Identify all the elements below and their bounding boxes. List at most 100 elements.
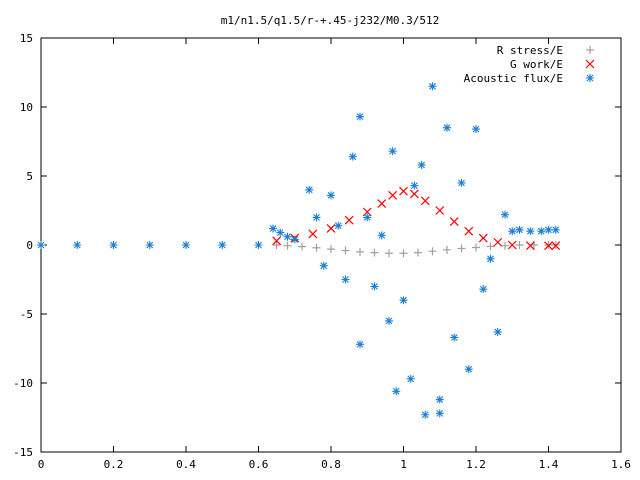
- data-point: [508, 227, 517, 236]
- data-point: [472, 243, 480, 252]
- data-point: [586, 46, 594, 54]
- data-point: [428, 82, 437, 91]
- data-point: [319, 261, 328, 270]
- data-point: [399, 296, 408, 305]
- data-point: [525, 241, 535, 251]
- y-tick-label: -15: [13, 446, 33, 459]
- data-point: [420, 196, 430, 206]
- data-point: [356, 247, 364, 256]
- data-point: [392, 387, 401, 396]
- data-point: [443, 245, 451, 254]
- data-point: [526, 227, 535, 236]
- data-point: [327, 191, 335, 200]
- data-point: [145, 241, 154, 249]
- data-point: [406, 374, 415, 383]
- x-tick-label: 0.4: [176, 458, 196, 471]
- data-point: [544, 241, 553, 251]
- data-point: [479, 285, 488, 294]
- x-tick-label: 0: [38, 458, 45, 471]
- data-point: [544, 225, 553, 234]
- data-point: [515, 225, 524, 234]
- data-point: [457, 178, 466, 187]
- data-point: [421, 410, 430, 419]
- axes: 0 0.2 0.4 0.6 0.8 1 1.2 1.4 1.6 -15 -10 -5 0 5 10 15: [13, 32, 631, 471]
- data-point: [334, 221, 343, 230]
- data-point: [501, 210, 509, 219]
- legend-marker: [586, 74, 594, 82]
- data-point: [414, 248, 422, 257]
- data-point: [254, 241, 263, 249]
- data-point: [312, 243, 321, 252]
- series-layer: [37, 82, 561, 419]
- data-point: [272, 241, 281, 249]
- data-point: [478, 233, 488, 243]
- x-tick-label: 1: [400, 458, 407, 471]
- data-point: [409, 189, 419, 199]
- data-point: [551, 225, 560, 234]
- data-point: [450, 333, 459, 342]
- data-point: [515, 241, 524, 249]
- data-point: [370, 282, 379, 291]
- x-tick-label: 0.6: [249, 458, 269, 471]
- x-tick-label: 0.8: [321, 458, 341, 471]
- data-point: [464, 226, 474, 236]
- data-point: [399, 186, 408, 196]
- y-tick-label: 5: [26, 170, 33, 183]
- data-point: [312, 213, 321, 222]
- y-tick-label: -10: [13, 377, 33, 390]
- data-point: [308, 229, 318, 239]
- y-tick-label: 0: [26, 239, 33, 252]
- data-point: [551, 241, 561, 251]
- data-point: [493, 237, 503, 247]
- data-point: [493, 327, 502, 336]
- data-point: [341, 275, 350, 284]
- data-point: [388, 190, 398, 200]
- data-point: [283, 241, 292, 250]
- x-tick-label: 0.2: [104, 458, 124, 471]
- series-3: [37, 82, 560, 419]
- data-point: [356, 340, 364, 349]
- data-point: [327, 245, 335, 254]
- chart-title: m1/n1.5/q1.5/r-+.45-j232/M0.3/512: [221, 14, 440, 27]
- data-point: [537, 227, 546, 236]
- data-point: [501, 241, 509, 250]
- data-point: [326, 224, 336, 233]
- data-point: [428, 247, 437, 256]
- y-tick-label: 10: [20, 101, 33, 114]
- data-point: [182, 241, 190, 249]
- x-tick-label: 1.4: [539, 458, 559, 471]
- data-point: [507, 240, 517, 250]
- data-point: [37, 241, 45, 249]
- data-point: [435, 206, 445, 215]
- data-point: [109, 241, 118, 249]
- series-1: [272, 241, 560, 258]
- legend-label: G work/E: [510, 58, 563, 71]
- data-point: [435, 409, 444, 418]
- data-point: [585, 59, 595, 69]
- data-point: [464, 365, 473, 374]
- data-point: [218, 241, 227, 249]
- data-point: [385, 316, 393, 325]
- data-point: [586, 74, 594, 82]
- data-point: [283, 232, 292, 241]
- data-point: [305, 185, 314, 194]
- data-point: [449, 217, 459, 226]
- data-point: [417, 160, 426, 169]
- y-tick-label: -5: [20, 308, 33, 321]
- data-point: [388, 147, 397, 156]
- data-point: [370, 248, 379, 257]
- data-point: [356, 112, 364, 121]
- legend-marker: [585, 59, 595, 69]
- data-point: [472, 125, 480, 134]
- data-point: [276, 228, 285, 237]
- data-point: [363, 213, 372, 222]
- data-point: [435, 395, 444, 404]
- data-point: [486, 242, 495, 251]
- y-tick-label: 15: [20, 32, 33, 45]
- data-point: [341, 246, 350, 255]
- x-tick-label: 1.6: [611, 458, 631, 471]
- legend-marker: [586, 46, 594, 54]
- data-point: [298, 242, 306, 251]
- data-point: [348, 152, 357, 161]
